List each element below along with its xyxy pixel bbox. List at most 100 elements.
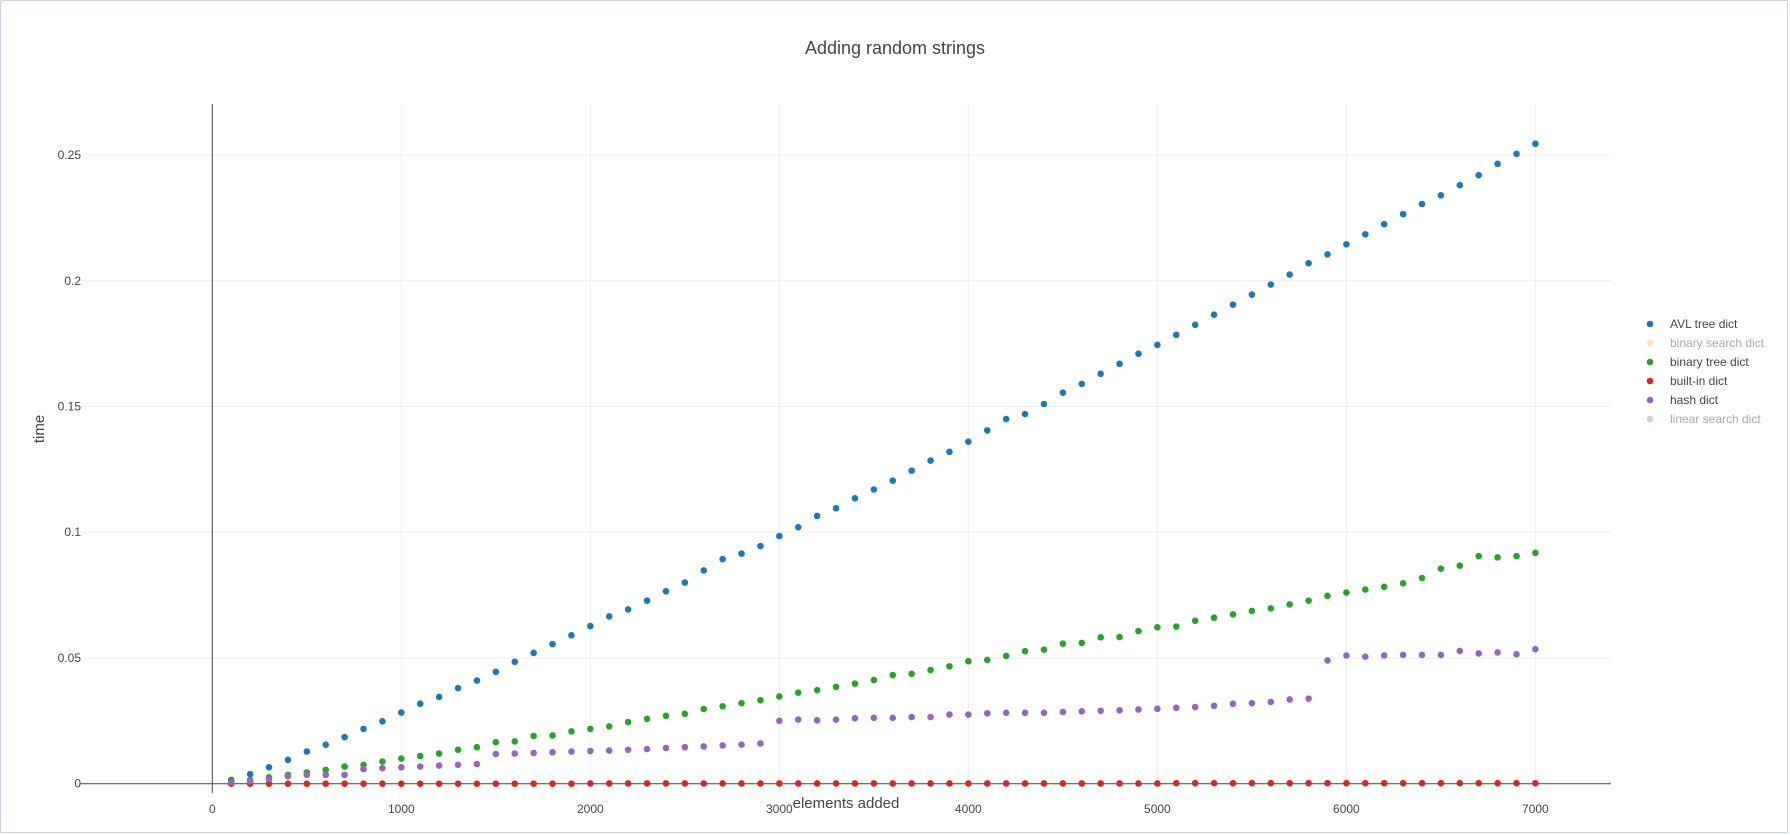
data-point: [1324, 779, 1331, 787]
data-point: [1437, 651, 1445, 659]
data-point: [927, 780, 934, 787]
data-point: [379, 718, 386, 725]
legend-item[interactable]: AVL tree dict: [1646, 317, 1738, 331]
data-point: [1380, 583, 1388, 591]
data-point: [1475, 779, 1482, 787]
legend-item[interactable]: built-in dict: [1646, 374, 1728, 388]
grid-lines: [80, 104, 1611, 793]
data-point: [1059, 389, 1067, 396]
data-point: [605, 780, 613, 787]
data-point: [681, 743, 689, 751]
data-point: [265, 764, 273, 771]
data-point: [624, 606, 632, 613]
data-point: [416, 752, 424, 760]
legend-label: binary search dict: [1670, 336, 1765, 350]
legend-item[interactable]: linear search dict: [1646, 412, 1762, 426]
data-point: [1210, 614, 1218, 622]
data-point: [643, 715, 651, 723]
data-point: [1286, 696, 1293, 703]
data-point: [1002, 780, 1010, 787]
data-point: [1154, 623, 1161, 631]
data-point: [738, 780, 745, 787]
data-point: [473, 760, 481, 768]
data-point: [1418, 651, 1426, 659]
data-point: [1059, 640, 1067, 647]
data-point: [889, 477, 897, 484]
data-point: [832, 780, 840, 787]
data-point: [530, 749, 537, 757]
legend-label: binary tree dict: [1670, 355, 1749, 369]
data-point: [1305, 597, 1312, 604]
data-point: [965, 657, 972, 665]
data-point: [568, 780, 575, 787]
data-point: [435, 780, 443, 787]
y-tick-label: 0.25: [58, 148, 82, 162]
data-point: [643, 597, 651, 604]
legend-label: built-in dict: [1670, 374, 1728, 388]
data-point: [246, 770, 254, 778]
x-tick-label: 5000: [1144, 802, 1171, 816]
data-point: [776, 780, 783, 787]
data-point: [1361, 230, 1369, 238]
data-point: [738, 741, 745, 749]
data-point: [983, 780, 991, 787]
zero-lines: [80, 104, 1611, 793]
x-tick-labels: 0 1000 2000 3000 4000 5000 6000 7000: [209, 802, 1549, 816]
data-point: [511, 738, 519, 745]
data-point: [322, 780, 330, 787]
legend-item[interactable]: binary tree dict: [1646, 355, 1750, 369]
data-point: [927, 457, 934, 464]
data-point: [1361, 586, 1369, 593]
data-point: [946, 711, 953, 718]
data-point: [1021, 647, 1029, 655]
data-point: [379, 780, 386, 787]
data-point: [757, 542, 764, 550]
data-point: [1513, 552, 1520, 560]
data-point: [681, 579, 689, 586]
data-point: [1040, 709, 1048, 717]
data-point: [813, 780, 821, 787]
data-point: [757, 740, 764, 747]
data-point: [1248, 779, 1256, 787]
data-point: [341, 771, 348, 779]
series-hash-dict: [227, 645, 1539, 786]
data-point: [794, 523, 802, 531]
data-point: [1437, 779, 1445, 787]
data-point: [1097, 370, 1104, 378]
data-point: [1191, 617, 1199, 625]
data-point: [1399, 651, 1407, 659]
data-point: [1343, 241, 1350, 248]
data-point: [398, 755, 405, 762]
data-point: [303, 748, 311, 755]
data-point: [1154, 780, 1161, 787]
data-point: [794, 716, 802, 723]
data-point: [1154, 705, 1161, 713]
data-point: [908, 780, 915, 787]
data-point: [1059, 780, 1067, 787]
legend-item[interactable]: binary search dict: [1646, 336, 1765, 350]
data-point: [624, 746, 632, 754]
series-built-in-dict: [227, 779, 1539, 787]
data-point: [1097, 707, 1104, 715]
data-point: [1532, 779, 1539, 787]
legend-item[interactable]: hash dict: [1646, 393, 1719, 407]
data-point: [587, 747, 594, 755]
data-point: [1305, 779, 1312, 787]
data-point: [1532, 140, 1539, 148]
data-point: [511, 658, 519, 666]
data-point: [1172, 623, 1180, 630]
data-point: [416, 780, 424, 787]
data-point: [1078, 639, 1086, 647]
data-point: [1494, 779, 1501, 787]
x-tick-label: 7000: [1522, 802, 1549, 816]
data-point: [1343, 589, 1350, 596]
data-point: [1380, 652, 1388, 659]
data-point: [587, 780, 594, 787]
x-axis-title: elements added: [793, 795, 900, 812]
data-point: [1343, 652, 1350, 659]
data-point: [341, 733, 348, 741]
data-point: [1229, 611, 1237, 618]
data-point: [1437, 565, 1445, 572]
data-point: [776, 532, 783, 540]
